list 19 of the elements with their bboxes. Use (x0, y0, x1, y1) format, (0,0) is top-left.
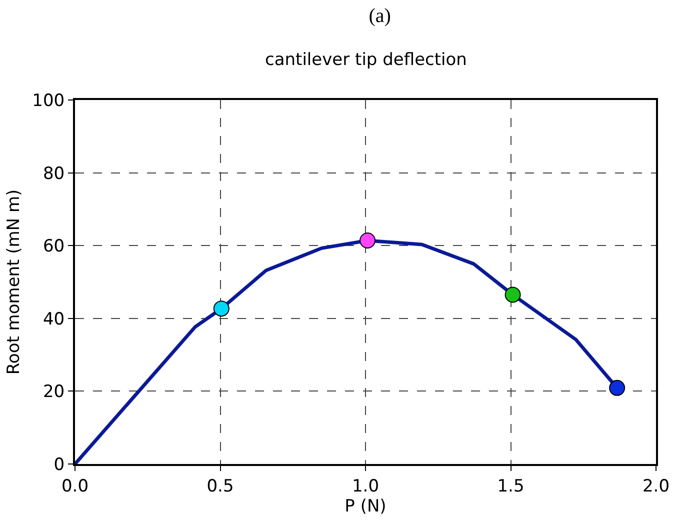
chart-subtitle: cantilever tip deflection (265, 50, 467, 70)
x-tick-label: 0.0 (61, 476, 89, 496)
x-tick-label: 1.5 (497, 476, 524, 496)
y-axis-title: Root moment (mN m) (4, 189, 24, 375)
point (360, 232, 376, 248)
x-tick-label: 1.0 (352, 476, 380, 496)
x-tick-label: 0.5 (206, 476, 234, 496)
y-tick-label: 0 (54, 454, 65, 475)
x-axis-title: P (N) (344, 496, 386, 516)
chart-title: (a) (368, 4, 391, 27)
point (504, 286, 521, 303)
point (609, 380, 626, 396)
y-tick-label: 80 (42, 164, 65, 184)
y-tick-label: 20 (42, 382, 65, 402)
x-tick-label: 2.0 (642, 476, 670, 496)
y-tick-label: 100 (32, 90, 65, 111)
y-tick-label: 40 (42, 309, 65, 330)
y-tick-label: 60 (42, 236, 65, 257)
point (213, 300, 230, 317)
